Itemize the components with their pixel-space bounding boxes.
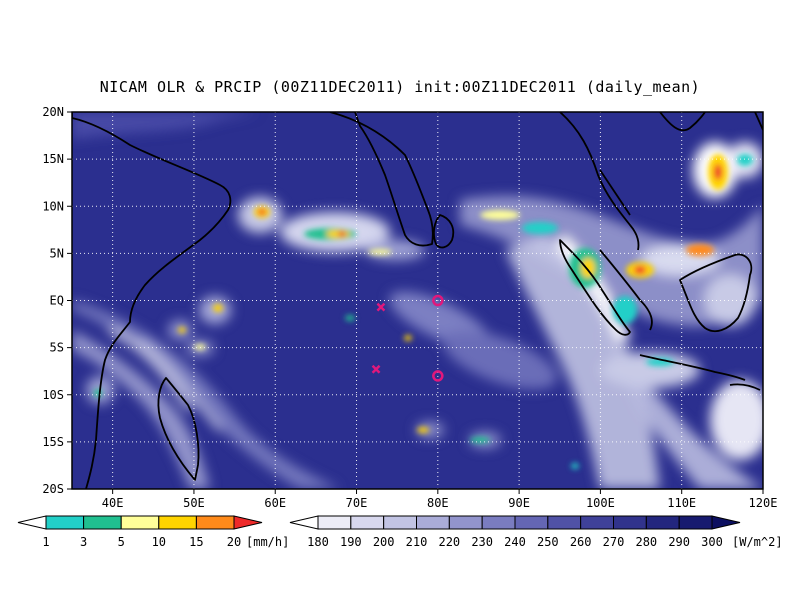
olr-tick-label: 260	[570, 535, 592, 549]
precip-swatch	[83, 515, 122, 530]
lat-tick-label: 5N	[50, 246, 64, 260]
olr-tick-label: 300	[701, 535, 723, 549]
olr-swatch	[416, 515, 450, 530]
olr-unit-label: [W/m^2]	[732, 535, 783, 549]
olr-colorbar: 180 190 200 210 220 230 240 250 260 270 280 290 300 […	[289, 515, 783, 549]
grid-lines	[72, 112, 763, 489]
precip-tick-label: 20	[227, 535, 241, 549]
lon-tick-label: 100E	[586, 496, 615, 510]
precip-colorbar: 1 3 5 10 15 20 [mm/h]	[17, 515, 289, 549]
precip-tick-label: 1	[42, 535, 49, 549]
coastlines	[72, 112, 763, 489]
lat-tick-label: 20N	[42, 105, 64, 119]
olr-swatch	[317, 515, 352, 530]
lon-tick-label: 120E	[749, 496, 778, 510]
olr-tick-label: 220	[438, 535, 460, 549]
precip-swatch	[158, 515, 197, 530]
precip-tick-label: 5	[118, 535, 125, 549]
precip-low-triangle	[17, 515, 47, 530]
olr-swatch	[613, 515, 647, 530]
lon-tick-label: 60E	[264, 496, 286, 510]
longitude-axis: 40E 50E 60E 70E 80E 90E 100E 110E 120E	[102, 489, 778, 510]
precip-tick-label: 15	[189, 535, 203, 549]
olr-tick-label: 290	[668, 535, 690, 549]
precip-swatch	[45, 515, 85, 530]
site-markers	[371, 294, 444, 382]
lon-tick-label: 80E	[427, 496, 449, 510]
latitude-axis: 20N 15N 10N 5N EQ 5S 10S 15S 20S	[42, 105, 72, 496]
olr-low-triangle	[289, 515, 319, 530]
map-panel	[72, 112, 763, 489]
olr-tick-label: 230	[471, 535, 493, 549]
olr-tick-label: 280	[635, 535, 657, 549]
olr-swatch	[350, 515, 385, 530]
olr-tick-label: 190	[340, 535, 362, 549]
lat-tick-label: 5S	[50, 341, 64, 355]
olr-tick-label: 250	[537, 535, 559, 549]
precip-tick-label: 10	[152, 535, 166, 549]
olr-swatch	[678, 515, 713, 530]
olr-swatch	[645, 515, 680, 530]
lat-tick-label: 20S	[42, 482, 64, 496]
olr-swatch	[580, 515, 615, 530]
olr-swatch	[481, 515, 516, 530]
x-marker	[371, 364, 381, 374]
circle-marker	[432, 370, 444, 382]
olr-swatch	[514, 515, 549, 530]
lon-tick-label: 90E	[508, 496, 530, 510]
olr-tick-label: 270	[603, 535, 625, 549]
olr-tick-label: 210	[406, 535, 428, 549]
precip-tick-label: 3	[80, 535, 87, 549]
lon-tick-label: 50E	[183, 496, 205, 510]
precip-swatch	[195, 515, 235, 530]
map-title: NICAM OLR & PRCIP (00Z11DEC2011) init:00…	[99, 78, 701, 96]
olr-swatch	[448, 515, 483, 530]
lat-tick-label: 10S	[42, 388, 64, 402]
lat-tick-label: 10N	[42, 199, 64, 213]
olr-swatch	[547, 515, 582, 530]
x-marker	[376, 302, 386, 312]
lon-tick-label: 70E	[346, 496, 368, 510]
lat-tick-label: EQ	[50, 294, 64, 308]
circle-marker	[432, 294, 444, 307]
lon-tick-label: 40E	[102, 496, 124, 510]
lat-tick-label: 15S	[42, 435, 64, 449]
precip-unit-label: [mm/h]	[246, 535, 289, 549]
olr-tick-label: 200	[373, 535, 395, 549]
olr-high-triangle	[711, 515, 741, 530]
precip-high-triangle	[233, 515, 263, 530]
lat-tick-label: 15N	[42, 152, 64, 166]
olr-tick-label: 240	[504, 535, 526, 549]
lon-tick-label: 110E	[667, 496, 696, 510]
olr-tick-label: 180	[307, 535, 329, 549]
olr-swatch	[383, 515, 417, 530]
precip-swatch	[120, 515, 160, 530]
